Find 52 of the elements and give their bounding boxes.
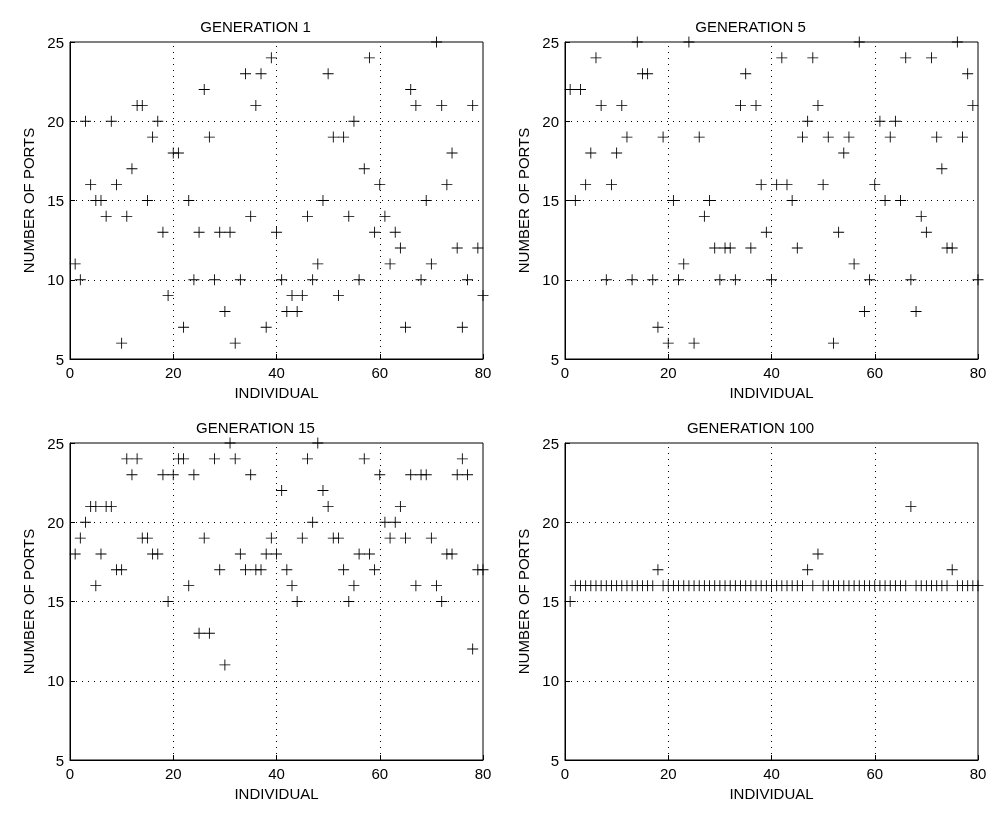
x-tick-label: 80 <box>474 765 492 782</box>
y-tick-label: 5 <box>55 751 64 769</box>
y-tick-label: 15 <box>47 192 64 209</box>
x-tick-label: 0 <box>65 765 75 782</box>
y-axis-title: NUMBER OF PORTS <box>515 127 533 274</box>
chart-title: GENERATION 100 <box>686 419 815 436</box>
x-tick-label: 80 <box>474 364 492 381</box>
x-axis-title: INDIVIDUAL <box>729 383 814 401</box>
y-tick-label: 10 <box>542 672 559 690</box>
y-tick-label: 25 <box>542 33 559 51</box>
y-tick-label: 5 <box>550 751 559 769</box>
x-tick-label: 20 <box>164 364 182 381</box>
x-tick-label: 20 <box>164 765 182 782</box>
y-tick-label: 15 <box>47 593 64 610</box>
y-axis-title: NUMBER OF PORTS <box>515 528 533 675</box>
x-tick-label: 40 <box>763 364 780 381</box>
y-tick-label: 10 <box>47 672 64 690</box>
y-tick-label: 15 <box>542 192 559 209</box>
x-tick-label: 0 <box>560 765 570 782</box>
y-tick-label: 20 <box>47 112 64 130</box>
x-tick-label: 0 <box>560 364 570 381</box>
x-tick-label: 40 <box>763 765 780 782</box>
x-tick-label: 80 <box>969 364 987 381</box>
x-axis-title: INDIVIDUAL <box>234 383 319 401</box>
x-tick-label: 40 <box>268 765 285 782</box>
y-tick-label: 20 <box>542 112 559 130</box>
y-tick-label: 5 <box>55 350 64 368</box>
x-tick-label: 20 <box>659 364 677 381</box>
x-axis-title: INDIVIDUAL <box>234 784 319 802</box>
y-tick-label: 20 <box>47 513 64 531</box>
y-tick-label: 10 <box>542 271 559 289</box>
y-tick-label: 25 <box>542 434 559 452</box>
y-tick-label: 10 <box>47 271 64 289</box>
x-tick-label: 20 <box>659 765 677 782</box>
x-tick-label: 60 <box>371 765 389 782</box>
x-tick-label: 60 <box>866 364 884 381</box>
y-tick-label: 20 <box>542 513 559 531</box>
y-tick-label: 5 <box>550 350 559 368</box>
y-tick-label: 15 <box>542 593 559 610</box>
x-axis-title: INDIVIDUAL <box>729 784 814 802</box>
x-tick-label: 0 <box>65 364 75 381</box>
x-tick-label: 40 <box>268 364 285 381</box>
y-tick-label: 25 <box>47 434 64 452</box>
chart-title: GENERATION 1 <box>200 18 311 35</box>
y-tick-label: 25 <box>47 33 64 51</box>
x-tick-label: 60 <box>866 765 884 782</box>
x-tick-label: 60 <box>371 364 389 381</box>
chart-title: GENERATION 5 <box>695 18 806 35</box>
chart-title: GENERATION 15 <box>196 419 315 436</box>
y-axis-title: NUMBER OF PORTS <box>20 528 38 675</box>
y-axis-title: NUMBER OF PORTS <box>20 127 38 274</box>
x-tick-label: 80 <box>969 765 987 782</box>
